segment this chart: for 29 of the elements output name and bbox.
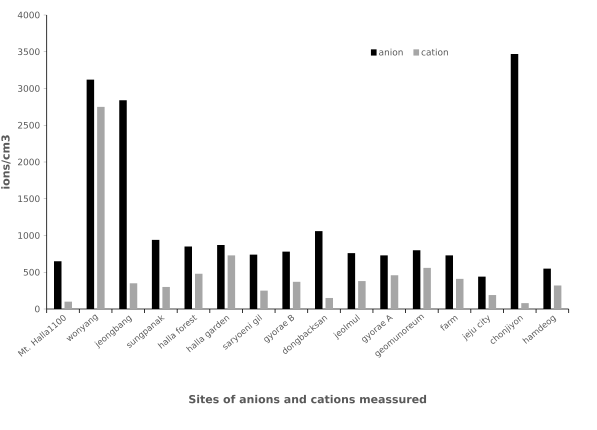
bar xyxy=(554,285,562,309)
y-tick-label: 1000 xyxy=(18,232,40,239)
y-tick-label: 500 xyxy=(24,268,40,276)
bar xyxy=(326,298,334,309)
x-axis-title: Sites of anions and cations meassured xyxy=(189,394,426,404)
bar xyxy=(228,255,236,309)
y-tick-label: 2500 xyxy=(18,122,40,129)
bar xyxy=(292,282,300,309)
bar xyxy=(488,295,496,309)
bar xyxy=(130,283,138,309)
bar xyxy=(260,290,268,309)
bar xyxy=(521,303,529,309)
y-tick-label: 1500 xyxy=(18,195,40,202)
bar xyxy=(456,278,464,309)
bar xyxy=(195,274,202,309)
y-tick-label: 0 xyxy=(35,306,40,312)
bar xyxy=(423,268,431,309)
bar xyxy=(97,106,105,309)
bar xyxy=(358,281,366,309)
y-tick-label: 4000 xyxy=(18,12,40,18)
y-axis-title: ions/cm3 xyxy=(1,135,11,189)
bar xyxy=(162,286,170,309)
y-tick-label: 3500 xyxy=(18,48,40,56)
legend-label: anion xyxy=(379,48,403,56)
bar xyxy=(390,275,398,309)
legend-label: cation xyxy=(422,48,448,56)
y-tick-label: 2000 xyxy=(18,158,40,166)
bar xyxy=(64,302,72,309)
y-tick-label: 3000 xyxy=(18,85,40,92)
